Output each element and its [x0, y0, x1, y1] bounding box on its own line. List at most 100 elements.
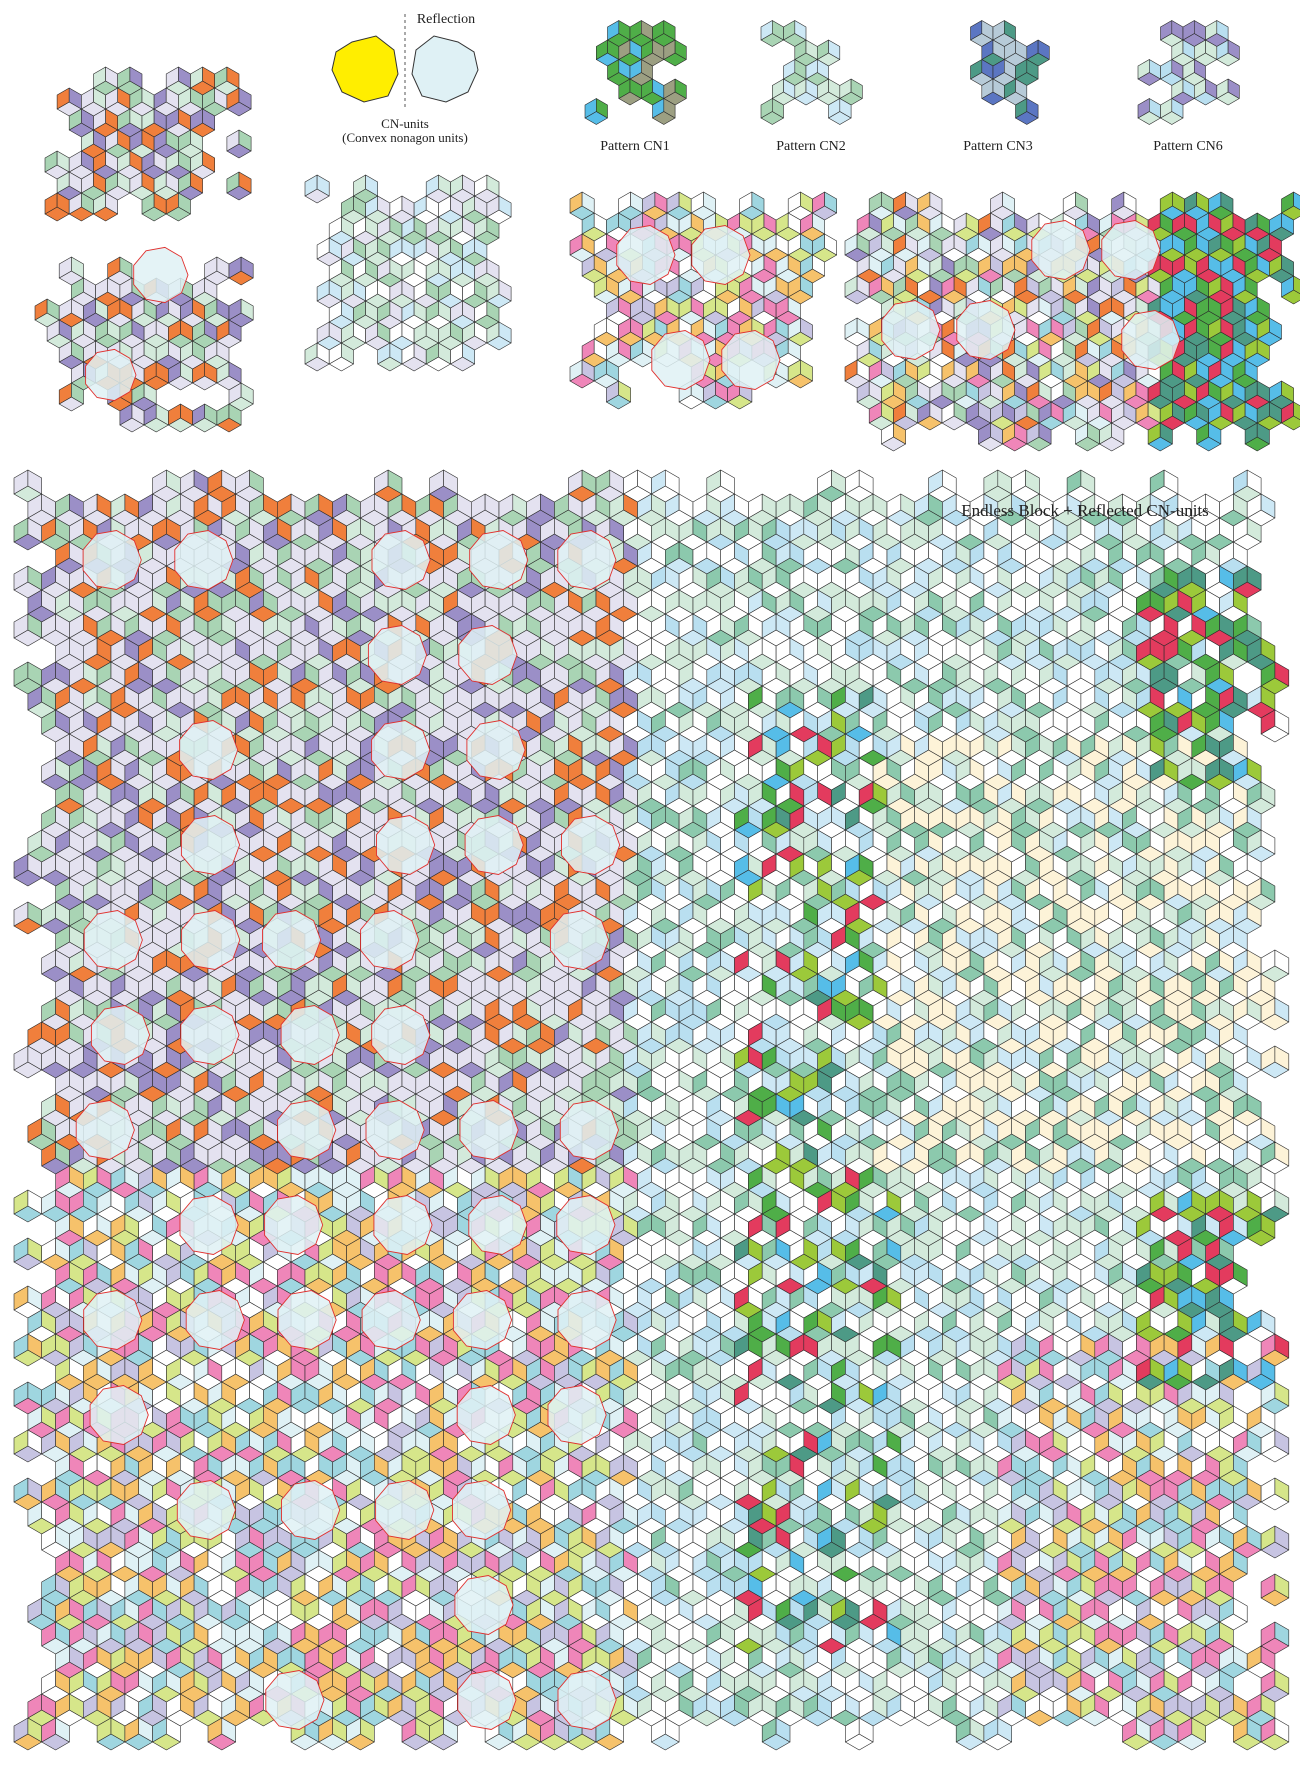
- tile: [1293, 191, 1300, 211]
- tile: [1015, 78, 1028, 99]
- tile: [1269, 317, 1282, 340]
- tile: [240, 298, 254, 321]
- tile: [794, 20, 807, 41]
- tile: [1227, 39, 1240, 60]
- tile: [1171, 98, 1184, 119]
- tile: [812, 254, 825, 277]
- tile: [1037, 39, 1050, 60]
- tile: [365, 174, 379, 197]
- tile: [474, 237, 488, 260]
- tile: [143, 382, 157, 405]
- tile: [71, 256, 84, 279]
- tile: [1281, 254, 1294, 277]
- tile: [812, 212, 825, 235]
- tile: [1269, 233, 1282, 256]
- tile: [581, 191, 595, 214]
- tile: [1216, 20, 1229, 41]
- tile: [238, 171, 252, 194]
- tile: [674, 78, 687, 99]
- tile: [1256, 338, 1270, 361]
- cn-unit-outline: [1121, 310, 1181, 370]
- tile: [238, 87, 252, 110]
- tile: [486, 216, 500, 239]
- tile: [800, 359, 813, 382]
- tile: [1194, 59, 1206, 80]
- cn-unit-outline: [881, 300, 941, 360]
- tile: [202, 108, 215, 131]
- tile: [226, 66, 240, 89]
- tile: [486, 258, 500, 281]
- tile: [238, 129, 252, 152]
- tile: [640, 59, 653, 80]
- tile: [1256, 296, 1270, 319]
- tile: [787, 338, 801, 361]
- tile: [751, 191, 765, 214]
- tile: [663, 98, 676, 119]
- cn-unit-outline: [616, 225, 676, 285]
- tile: [1003, 20, 1016, 41]
- tile: [1227, 78, 1240, 99]
- tile: [1026, 59, 1039, 80]
- tile: [498, 321, 512, 344]
- tile: [190, 171, 203, 194]
- tile: [129, 66, 143, 89]
- cn-unit-outline: [1101, 220, 1161, 280]
- tile: [486, 300, 500, 323]
- tile: [1293, 275, 1300, 295]
- tiles: [13, 20, 1300, 1751]
- tile: [771, 98, 784, 119]
- tile: [228, 361, 242, 384]
- tile: [824, 191, 838, 214]
- cn-unit-outline: [956, 300, 1016, 360]
- tile: [606, 359, 619, 382]
- tile: [674, 39, 687, 60]
- tile: [1244, 275, 1258, 298]
- tile: [929, 191, 943, 214]
- cn-unit-outline: [691, 225, 751, 285]
- tile: [618, 380, 631, 403]
- tile: [119, 256, 133, 279]
- tile: [105, 192, 118, 215]
- cn-unit-outline: [651, 330, 711, 390]
- tile: [663, 20, 676, 41]
- tile: [850, 78, 863, 99]
- tile: [204, 277, 218, 300]
- tile: [787, 296, 801, 319]
- tile: [1075, 191, 1088, 214]
- tile: [498, 279, 512, 302]
- tile: [71, 382, 84, 405]
- cn-unit-outline: [85, 348, 137, 402]
- tile: [800, 317, 813, 340]
- tile: [462, 342, 476, 365]
- tile: [240, 256, 254, 279]
- tile: [824, 233, 838, 256]
- tile: [1026, 98, 1039, 119]
- tile: [228, 319, 242, 342]
- tile: [839, 98, 852, 119]
- cn-unit-outline: [133, 246, 189, 304]
- tile: [1002, 191, 1016, 214]
- tile: [703, 191, 716, 214]
- tile: [486, 174, 500, 197]
- tile: [190, 129, 203, 152]
- tile: [240, 382, 254, 405]
- tile: [828, 39, 841, 60]
- tile: [202, 150, 215, 173]
- tile: [595, 98, 608, 119]
- tile: [341, 342, 354, 365]
- cn-unit-outline: [721, 330, 781, 390]
- tile: [1244, 359, 1258, 382]
- tile: [1281, 212, 1294, 235]
- tile: [316, 174, 330, 197]
- tile: [216, 340, 230, 363]
- tile: [1123, 191, 1137, 214]
- tile: [1220, 191, 1234, 214]
- tile: [228, 403, 242, 426]
- tile: [498, 195, 512, 218]
- cn-unit-outline: [1031, 220, 1091, 280]
- tile: [800, 275, 813, 298]
- tile: [816, 59, 829, 80]
- tile: [178, 192, 191, 215]
